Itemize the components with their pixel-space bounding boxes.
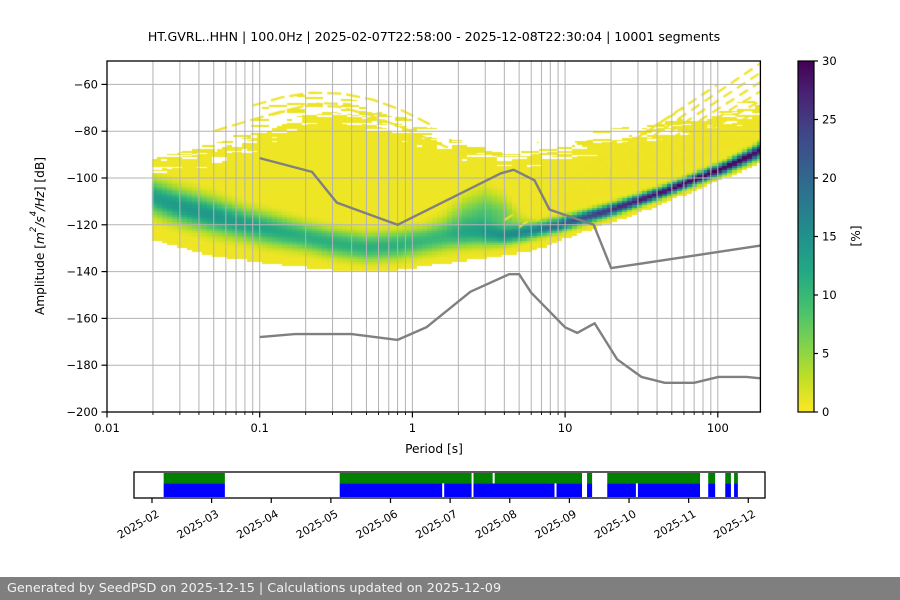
timeline-segment-blue: [725, 483, 731, 497]
timeline-green-gap: [492, 473, 495, 484]
timeline-segment-green: [725, 473, 731, 484]
timeline-tick-label: 2025-09: [533, 507, 579, 541]
timeline-segment-blue: [734, 483, 738, 497]
ppsd-heatmap-canvas: [107, 61, 761, 412]
timeline-tick-label: 2025-06: [354, 507, 400, 541]
colorbar-tick-label: 10: [822, 288, 837, 302]
plot-frame: [106, 60, 762, 413]
timeline-blue-gap: [635, 483, 638, 497]
timeline-tick-label: 2025-03: [175, 507, 221, 541]
colorbar-tick-label: 5: [822, 347, 829, 361]
x-axis-label: Period [s]: [405, 442, 463, 456]
timeline-tick-label: 2025-05: [294, 507, 340, 541]
timeline-tick-label: 2025-02: [115, 507, 161, 541]
timeline-tick-label: 2025-04: [234, 507, 280, 541]
footer-text: Generated by SeedPSD on 2025-12-15 | Cal…: [7, 581, 502, 596]
colorbar-tick-label: 15: [822, 230, 837, 244]
timeline-blue-gap: [442, 483, 445, 497]
x-tick-label: 100: [707, 421, 729, 435]
axis-ticks: 0.01 0.1 1 10 100 −200 −180 −160 −140 −120 −100 −80…: [66, 77, 728, 435]
timeline-segment-blue: [163, 483, 225, 497]
timeline-segment-blue: [587, 483, 593, 497]
timeline-segment-green: [607, 473, 701, 484]
grid-lines: [106, 61, 761, 412]
timeline-tick-label: 2025-11: [652, 507, 698, 541]
timeline-segment-green: [734, 473, 738, 484]
timeline-segment-green: [163, 473, 225, 484]
footer-bar: Generated by SeedPSD on 2025-12-15 | Cal…: [0, 577, 900, 600]
timeline-segment-green: [708, 473, 716, 484]
timeline-tick-label: 2025-12: [711, 507, 757, 541]
y-tick-label: −180: [66, 358, 98, 372]
nlnm-line: [259, 273, 761, 384]
timeline-blue-gap: [554, 483, 557, 497]
timeline-segment-blue: [607, 483, 701, 497]
timeline-tick-label: 2025-10: [592, 507, 638, 541]
timeline-bar: 2025-02 2025-03 2025-04 2025-05 2025-06 2025-…: [115, 471, 766, 542]
x-tick-label: 0.01: [94, 421, 120, 435]
colorbar-gradient: [798, 61, 814, 412]
colorbar-label: [%]: [849, 225, 863, 247]
colorbar-tick-label: 30: [822, 54, 837, 68]
timeline-segment-blue: [708, 483, 716, 497]
y-tick-label: −80: [74, 124, 98, 138]
colorbar: 0 5 10 15 20 25 30: [797, 54, 837, 419]
y-tick-label: −60: [74, 77, 98, 91]
y-tick-label: −120: [66, 218, 98, 232]
x-tick-label: 0.1: [251, 421, 269, 435]
noise-model-lines: [259, 156, 761, 384]
timeline-segment-green: [339, 473, 472, 484]
timeline-tick-label: 2025-07: [413, 507, 459, 541]
timeline-segment-green: [473, 473, 583, 484]
y-tick-label: −100: [66, 171, 98, 185]
plot-overlay-svg: 0.01 0.1 1 10 100−200−180−160−140−120−100−80…: [66, 54, 837, 542]
timeline-segment-blue: [339, 483, 472, 497]
y-tick-label: −200: [66, 405, 98, 419]
x-tick-label: 10: [558, 421, 573, 435]
timeline-segment-green: [587, 473, 593, 484]
timeline-tick-label: 2025-08: [473, 507, 519, 541]
nhnm-line: [259, 156, 761, 270]
y-tick-label: −140: [66, 265, 98, 279]
colorbar-tick-label: 25: [822, 113, 837, 127]
x-tick-label: 1: [409, 421, 416, 435]
timeline-segment-blue: [473, 483, 583, 497]
colorbar-tick-label: 0: [822, 405, 829, 419]
plot-title: HT.GVRL..HHN | 100.0Hz | 2025-02-07T22:5…: [147, 29, 721, 44]
y-tick-label: −160: [66, 311, 98, 325]
colorbar-tick-label: 20: [822, 171, 837, 185]
